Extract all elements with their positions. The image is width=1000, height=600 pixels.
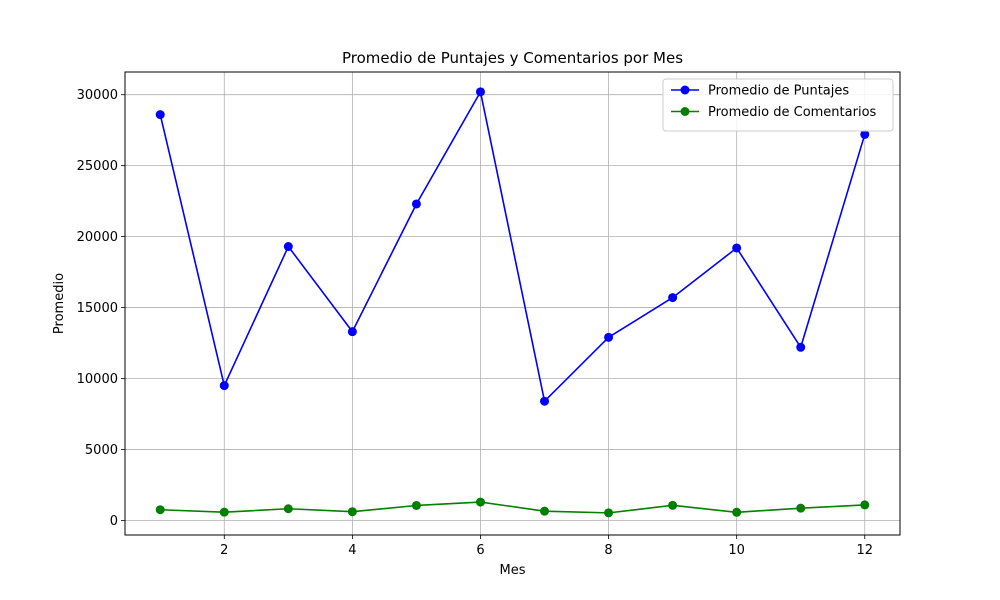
- data-point: [411, 199, 421, 209]
- y-tick-label: 5000: [85, 443, 118, 458]
- y-tick-label: 30000: [77, 88, 118, 103]
- data-point: [540, 396, 550, 406]
- x-tick-label: 4: [348, 543, 356, 558]
- y-tick-label: 10000: [77, 372, 118, 387]
- axis-ticks: 2 4 6 8 10 12 0 5000 10000 15000 20000 25000 30000: [77, 88, 873, 558]
- legend-label: Promedio de Puntajes: [708, 84, 849, 99]
- x-tick-label: 2: [220, 543, 228, 558]
- x-tick-label: 8: [604, 543, 612, 558]
- data-point: [347, 507, 357, 517]
- y-tick-label: 25000: [77, 159, 118, 174]
- data-point: [347, 327, 357, 337]
- legend-box: [662, 78, 894, 132]
- data-point: [668, 293, 678, 303]
- data-point: [540, 506, 550, 516]
- data-point: [668, 500, 678, 510]
- data-point: [860, 129, 870, 139]
- data-point: [219, 507, 229, 517]
- x-tick-label: 10: [728, 543, 745, 558]
- x-axis-label: Mes: [500, 563, 526, 578]
- data-point: [796, 503, 806, 513]
- x-tick-label: 6: [476, 543, 484, 558]
- legend-marker: [680, 107, 690, 116]
- data-point: [732, 507, 742, 517]
- legend: Promedio de Puntajes Promedio de Comentar…: [662, 78, 894, 132]
- data-point: [283, 504, 293, 514]
- chart-title: Promedio de Puntajes y Comentarios por M…: [342, 49, 683, 67]
- y-axis-label: Promedio: [52, 273, 67, 334]
- data-point: [604, 508, 614, 518]
- data-point: [796, 342, 806, 352]
- data-point: [860, 500, 870, 510]
- series-line: [160, 501, 865, 514]
- y-tick-label: 0: [110, 514, 118, 529]
- legend-marker: [680, 85, 690, 95]
- y-tick-label: 15000: [77, 301, 118, 316]
- data-point: [219, 381, 229, 391]
- data-point: [475, 497, 485, 507]
- grid-lines: [125, 72, 900, 535]
- series-2: [155, 497, 870, 518]
- x-tick-label: 12: [856, 543, 873, 558]
- data-point: [604, 332, 614, 342]
- data-point: [732, 243, 742, 253]
- data-point: [283, 242, 293, 252]
- data-point: [475, 87, 485, 97]
- series-line: [159, 91, 866, 402]
- series-layer: [155, 87, 870, 518]
- data-point: [411, 500, 421, 510]
- data-point: [155, 505, 165, 515]
- y-tick-label: 20000: [77, 230, 118, 245]
- data-point: [155, 110, 165, 120]
- series-1: [155, 87, 870, 406]
- legend-label: Promedio de Comentarios: [708, 105, 877, 120]
- plot-area-frame: [124, 71, 901, 536]
